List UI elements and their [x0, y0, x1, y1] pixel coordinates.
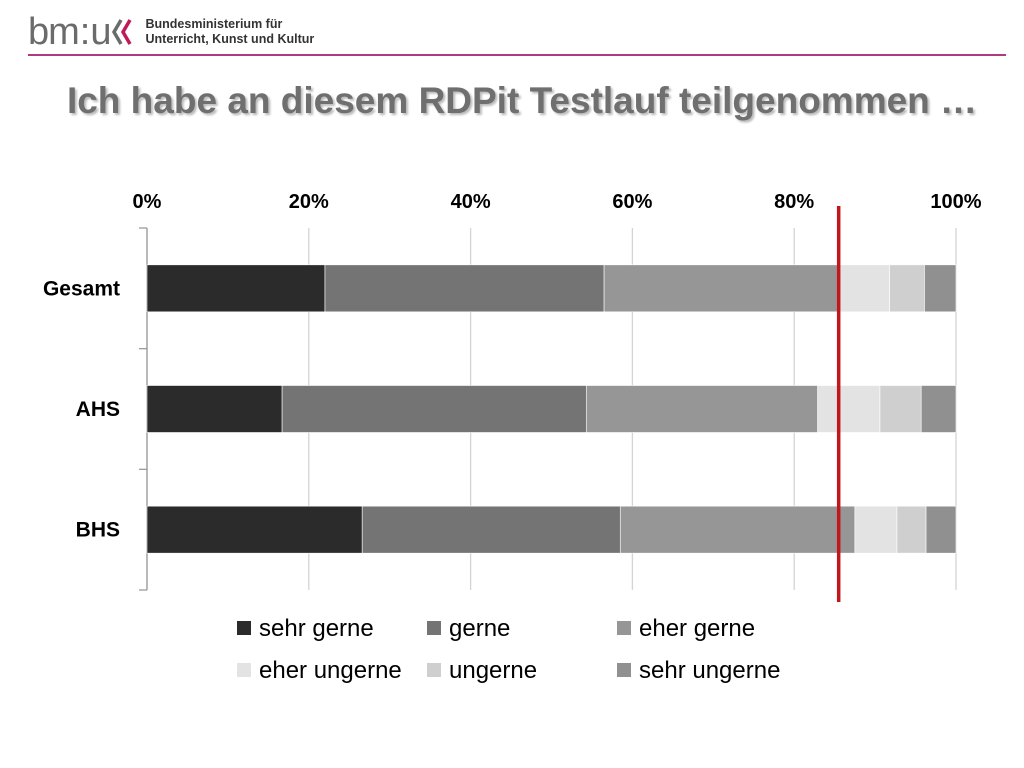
- legend-swatch: [427, 663, 441, 677]
- logo-colon: :: [79, 11, 91, 53]
- bar-segment: [925, 505, 957, 554]
- legend-label: sehr ungerne: [639, 657, 780, 684]
- slide-title: Ich habe an diesem RDPit Testlauf teilge…: [66, 80, 978, 121]
- x-tick-label: 60%: [612, 191, 652, 213]
- logo-u: u: [90, 11, 111, 53]
- x-tick-label: 40%: [451, 191, 491, 213]
- bar-segment: [361, 505, 621, 554]
- bar-segment: [879, 385, 922, 433]
- legend-label: sehr gerne: [259, 615, 374, 642]
- bar-segment: [838, 264, 890, 313]
- x-tick-label: 20%: [289, 191, 329, 213]
- bar-segment: [146, 385, 283, 433]
- ministry-logo: bm: u Bundesministerium für Unterricht, K…: [28, 10, 314, 54]
- x-tick-label: 80%: [774, 191, 814, 213]
- ministry-name-line2: Unterricht, Kunst und Kultur: [145, 32, 315, 46]
- logo-bm: bm: [28, 11, 80, 53]
- category-label: Gesamt: [43, 277, 120, 300]
- header-divider: [28, 54, 1006, 56]
- bar-segment: [146, 505, 363, 554]
- logo-wordmark: bm: u: [28, 13, 134, 51]
- logo-chevron-icon: [111, 19, 132, 45]
- legend-label: gerne: [449, 615, 510, 642]
- legend-swatch: [617, 663, 631, 677]
- bar-segment: [324, 264, 605, 313]
- legend-swatch: [427, 621, 441, 635]
- ministry-name: Bundesministerium für Unterricht, Kunst …: [146, 17, 315, 47]
- bar-segment: [603, 264, 839, 313]
- bar-segment: [817, 385, 881, 433]
- legend-label: ungerne: [449, 657, 537, 684]
- legend-label: eher ungerne: [259, 657, 402, 684]
- bar-segment: [896, 505, 927, 554]
- legend-swatch: [617, 621, 631, 635]
- x-tick-label: 0%: [133, 191, 162, 213]
- bar-segment: [146, 264, 326, 313]
- legend-label: eher gerne: [639, 615, 755, 642]
- bar-segment: [924, 264, 957, 313]
- bar-segment: [585, 385, 818, 433]
- legend-swatch: [237, 663, 251, 677]
- bar-segment: [920, 385, 957, 433]
- category-label: BHS: [76, 519, 120, 542]
- ministry-name-line1: Bundesministerium für: [145, 17, 283, 31]
- bar-segment: [619, 505, 856, 554]
- bar-segment: [281, 385, 587, 433]
- bar-segment: [889, 264, 925, 313]
- legend-swatch: [237, 621, 251, 635]
- x-tick-label: 100%: [930, 191, 981, 213]
- category-label: AHS: [76, 398, 120, 421]
- bar-segment: [854, 505, 898, 554]
